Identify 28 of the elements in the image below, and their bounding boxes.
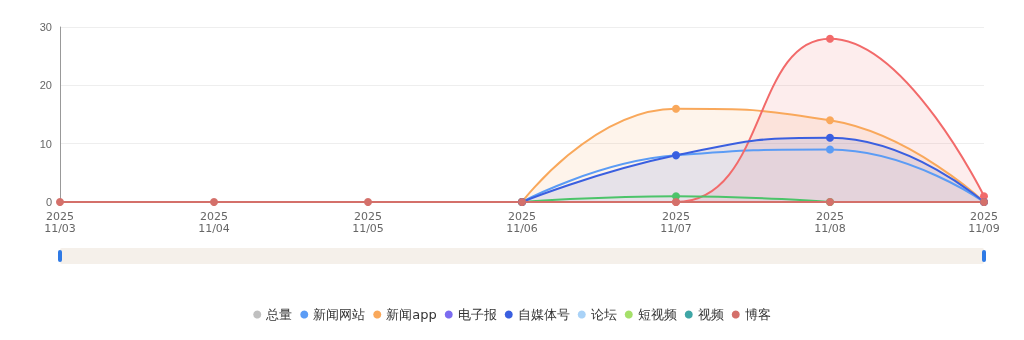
legend-label: 总量 (265, 307, 293, 322)
legend-label: 电子报 (457, 307, 497, 322)
legend-label: 视频 (697, 307, 724, 322)
y-tick-label: 0 (45, 196, 52, 208)
point (826, 116, 834, 125)
point (826, 34, 834, 43)
x-tick-label: 2025 11/09 (968, 209, 1000, 235)
x-tick-label: 2025 11/05 (352, 209, 384, 235)
x-tick-label: 2025 11/04 (198, 209, 230, 235)
point (826, 133, 834, 142)
legend-label: 论坛 (590, 307, 617, 322)
point (364, 198, 372, 206)
x-tick-label: 2025 11/07 (660, 209, 692, 235)
y-tick-label: 10 (39, 137, 52, 150)
legend-label: 新闻app (386, 307, 437, 322)
legend-label: 新闻网站 (313, 307, 366, 322)
x-tick-label: 2025 11/08 (814, 209, 846, 235)
x-tick-label: 2025 11/06 (506, 209, 538, 235)
x-tick-label: 2025 11/03 (44, 209, 76, 235)
legend-label: 自媒体号 (517, 307, 570, 322)
point (210, 198, 218, 206)
legend-label: 短视频 (637, 307, 677, 322)
legend-label: 博客 (744, 307, 771, 322)
y-tick-label: 20 (39, 79, 52, 92)
point (672, 104, 680, 113)
point (56, 198, 64, 206)
point (826, 145, 834, 154)
y-tick-label: 30 (39, 21, 52, 33)
